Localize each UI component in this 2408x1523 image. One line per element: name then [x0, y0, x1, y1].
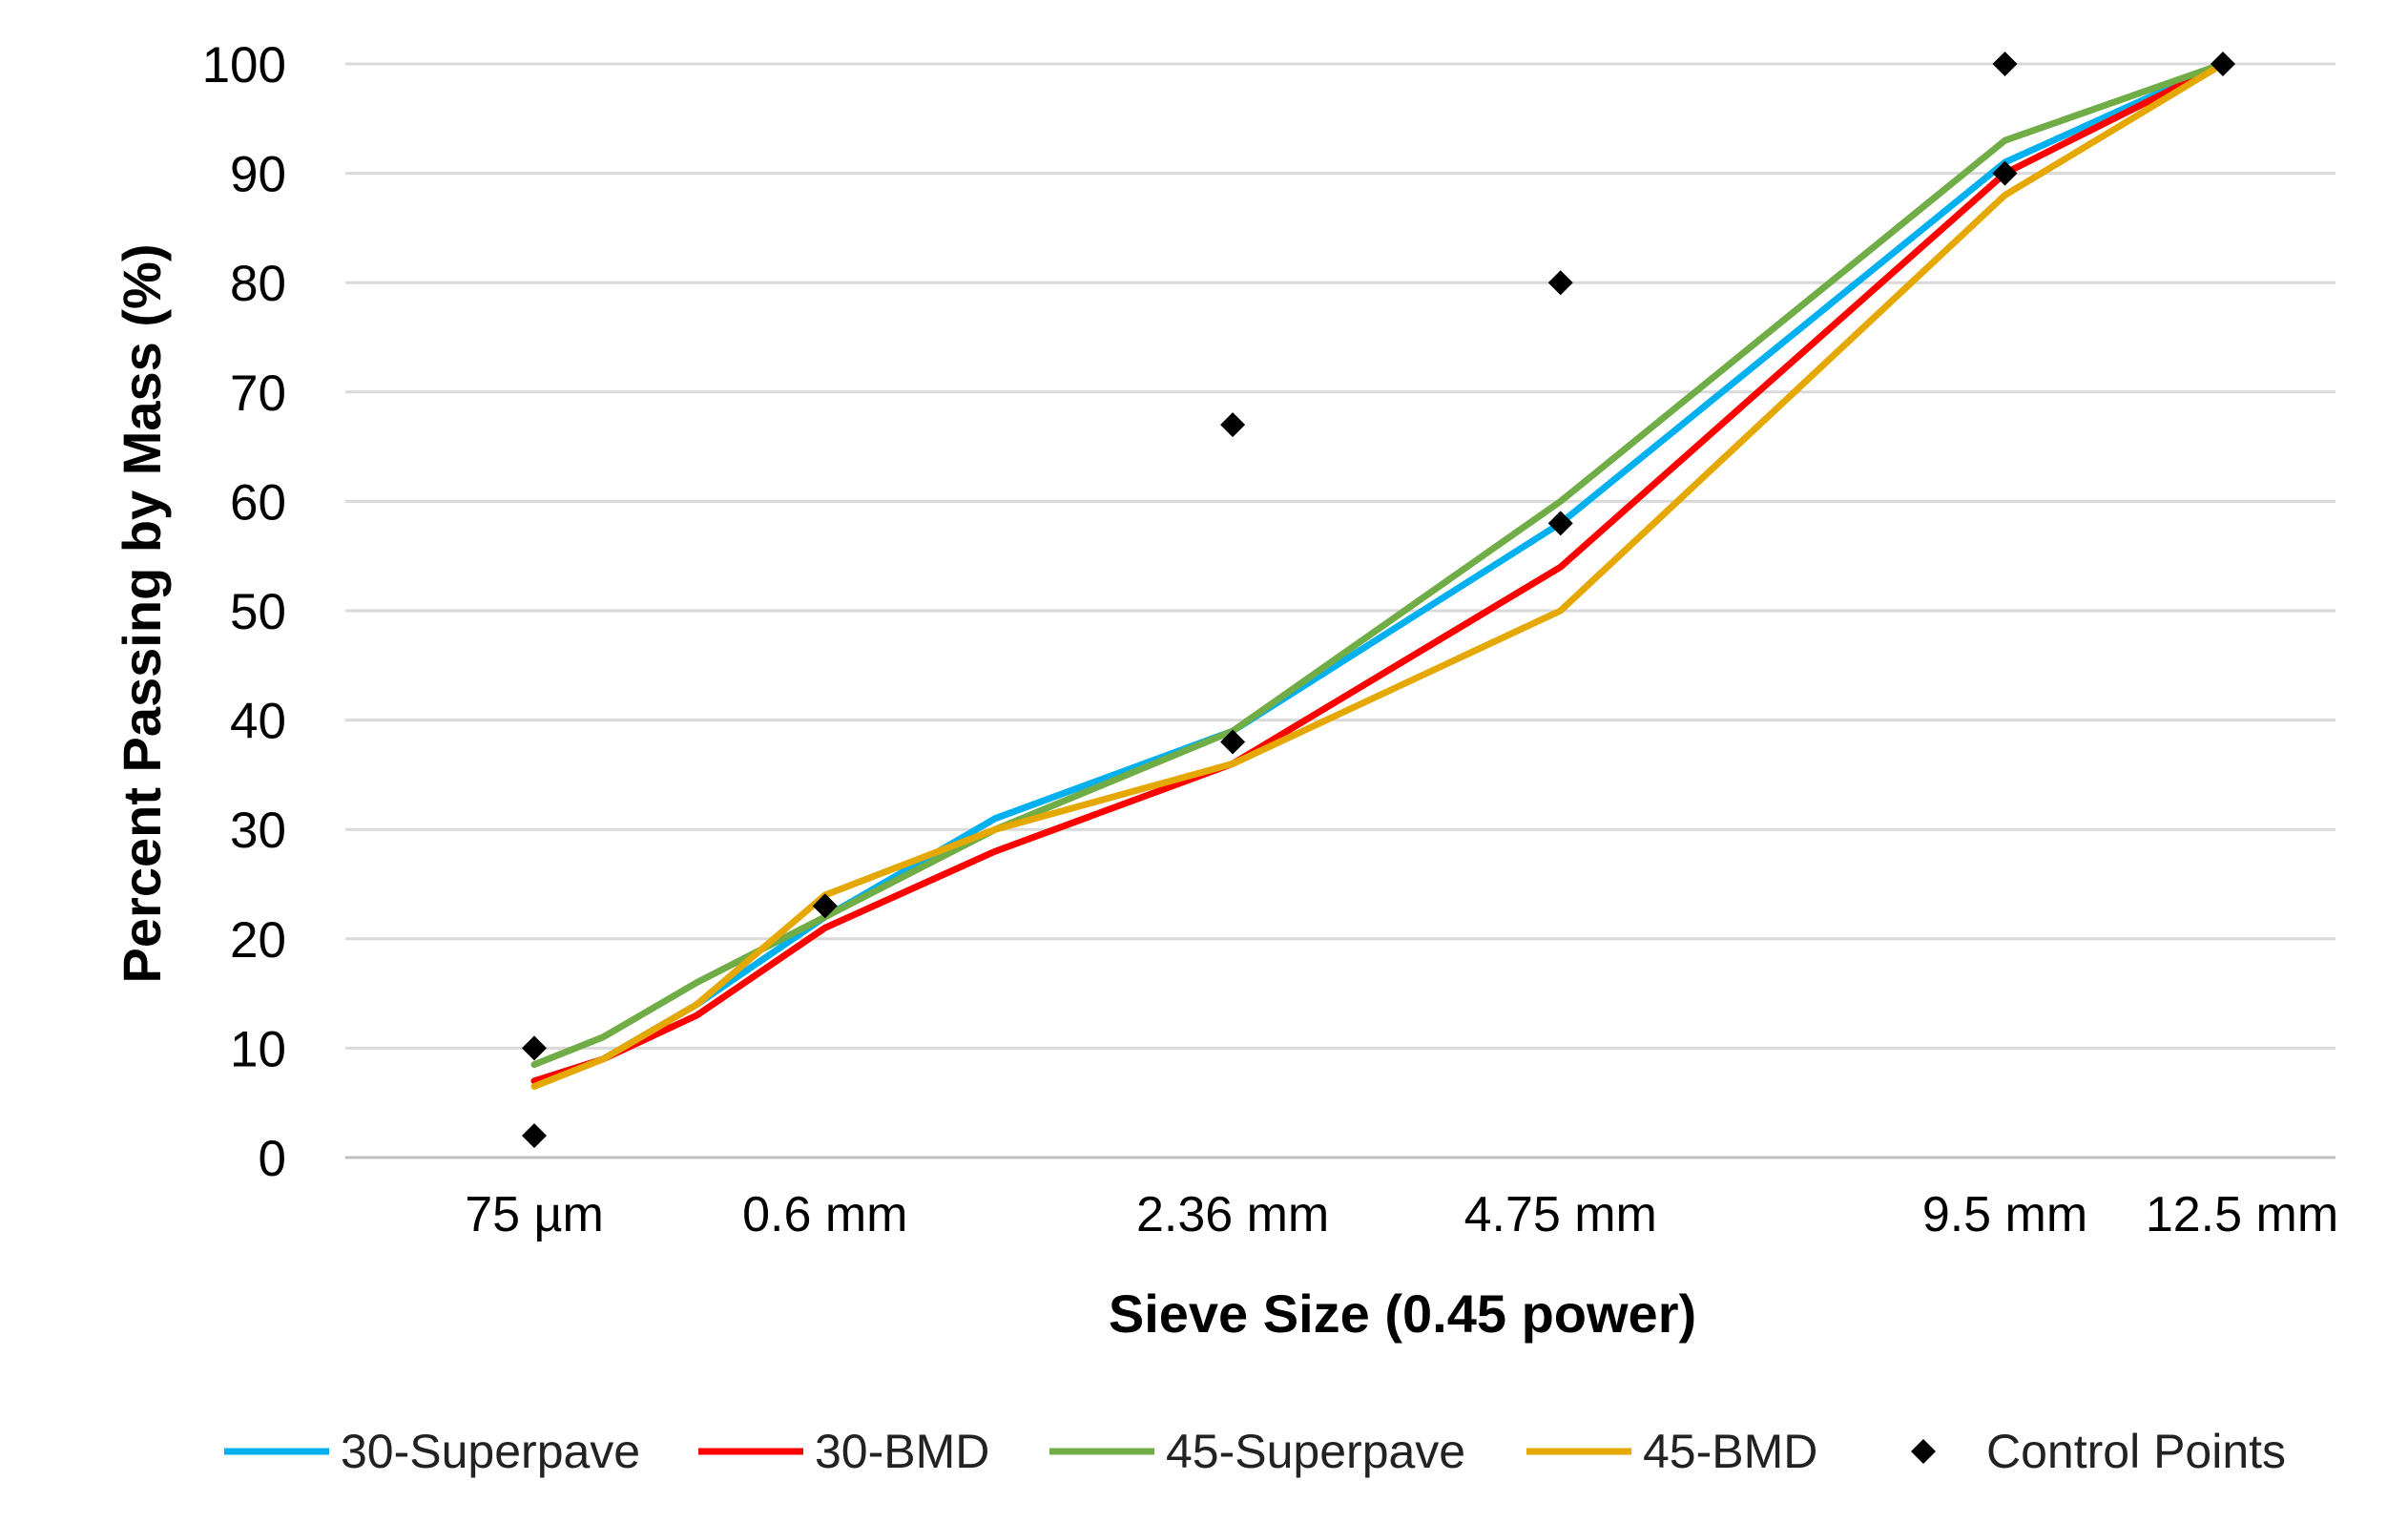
y-tick-label: 100 [202, 37, 286, 94]
control-point-markers [522, 52, 2235, 1149]
control-point-marker [522, 1123, 547, 1149]
control-point-marker [2211, 52, 2235, 76]
control-point-marker [1220, 412, 1246, 438]
x-tick-label: 12.5 mm [2146, 1187, 2338, 1242]
control-point-marker [1547, 270, 1573, 296]
series-lines [530, 60, 2227, 1090]
legend-swatch-control-points [1911, 1439, 1936, 1464]
control-point-marker [1992, 160, 2018, 186]
y-tick-label: 0 [259, 1131, 286, 1187]
control-point-marker [812, 893, 838, 919]
y-tick-labels: 0 10 20 30 40 50 60 70 80 90 100 [202, 37, 286, 1187]
x-tick-label: 0.6 mm [742, 1187, 907, 1242]
y-tick-label: 20 [230, 912, 286, 969]
y-tick-label: 40 [230, 694, 286, 750]
gridlines [345, 62, 2335, 1159]
x-tick-label: 9.5 mm [1922, 1187, 2087, 1242]
legend-label-45-superpave: 45-Superpave [1166, 1425, 1465, 1478]
y-tick-label: 10 [230, 1021, 286, 1077]
y-tick-label: 80 [230, 256, 286, 312]
series-line-45-bmd [530, 60, 2227, 1090]
x-tick-label: 2.36 mm [1136, 1187, 1329, 1242]
control-point-marker [522, 1035, 547, 1061]
y-tick-label: 50 [230, 584, 286, 640]
x-tick-label: 4.75 mm [1464, 1187, 1657, 1242]
y-axis-title: Percent Passing by Mass (%) [112, 244, 172, 984]
control-point-marker [1220, 729, 1246, 755]
y-tick-label: 30 [230, 803, 286, 859]
control-point-marker [1547, 511, 1573, 536]
legend-label-45-bmd: 45-BMD [1643, 1425, 1817, 1478]
x-tick-labels: 75 µm 0.6 mm 2.36 mm 4.75 mm 9.5 mm 12.5 mm [465, 1187, 2338, 1242]
legend: 30-Superpave 30-BMD 45-Superpave 45-BMD Cont… [224, 1425, 2286, 1478]
legend-label-30-superpave: 30-Superpave [341, 1425, 640, 1478]
series-line-45-superpave [530, 60, 2227, 1069]
y-tick-label: 70 [230, 365, 286, 422]
y-tick-label: 60 [230, 474, 286, 531]
legend-label-control-points: Control Points [1986, 1425, 2286, 1478]
legend-label-30-bmd: 30-BMD [815, 1425, 989, 1478]
x-axis-title: Sieve Size (0.45 power) [1109, 1283, 1696, 1344]
y-tick-label: 90 [230, 147, 286, 203]
control-point-marker [1992, 52, 2018, 76]
x-tick-label: 75 µm [465, 1187, 604, 1242]
